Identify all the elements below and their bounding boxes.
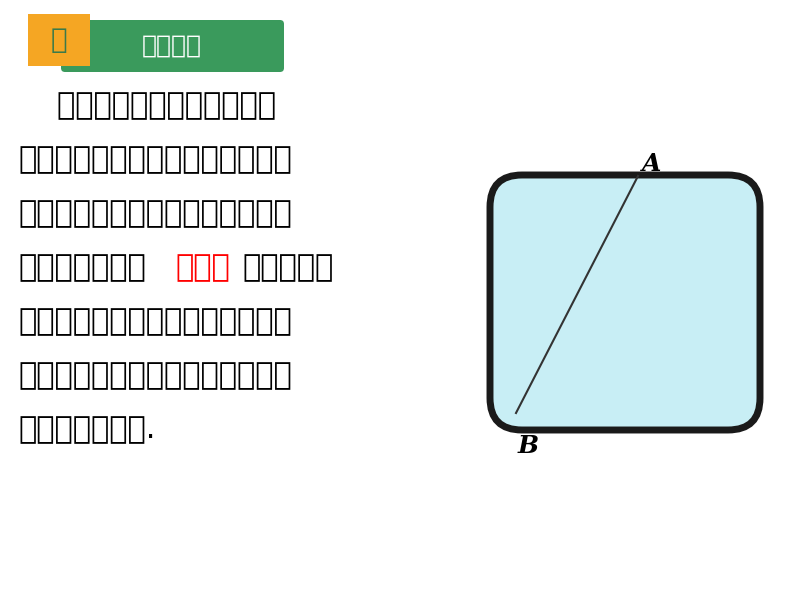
Text: ，他通过测: ，他通过测 xyxy=(242,253,333,283)
Text: 看他是怎样做的.: 看他是怎样做的. xyxy=(18,415,156,445)
FancyBboxPatch shape xyxy=(61,20,284,72)
Text: 量某些角的大小就能知道这个木板: 量某些角的大小就能知道这个木板 xyxy=(18,308,291,337)
Text: 的上下边缘是否平行，让我们来看: 的上下边缘是否平行，让我们来看 xyxy=(18,362,291,390)
Text: 在两个边缘之间画了一条线段；小: 在两个边缘之间画了一条线段；小 xyxy=(18,200,291,228)
Text: B: B xyxy=(518,434,538,458)
Text: 趣味探索: 趣味探索 xyxy=(142,34,202,58)
Text: 道它的上下边缘是否平行，于是他: 道它的上下边缘是否平行，于是他 xyxy=(18,145,291,175)
Text: A: A xyxy=(642,152,661,176)
FancyBboxPatch shape xyxy=(28,14,90,66)
Text: 明身边只有一个: 明身边只有一个 xyxy=(18,253,146,283)
Text: 量角器: 量角器 xyxy=(175,253,229,283)
FancyBboxPatch shape xyxy=(490,175,760,430)
Text: 小明有一块小木板，他想知: 小明有一块小木板，他想知 xyxy=(18,92,276,120)
Text: 二: 二 xyxy=(51,26,67,54)
